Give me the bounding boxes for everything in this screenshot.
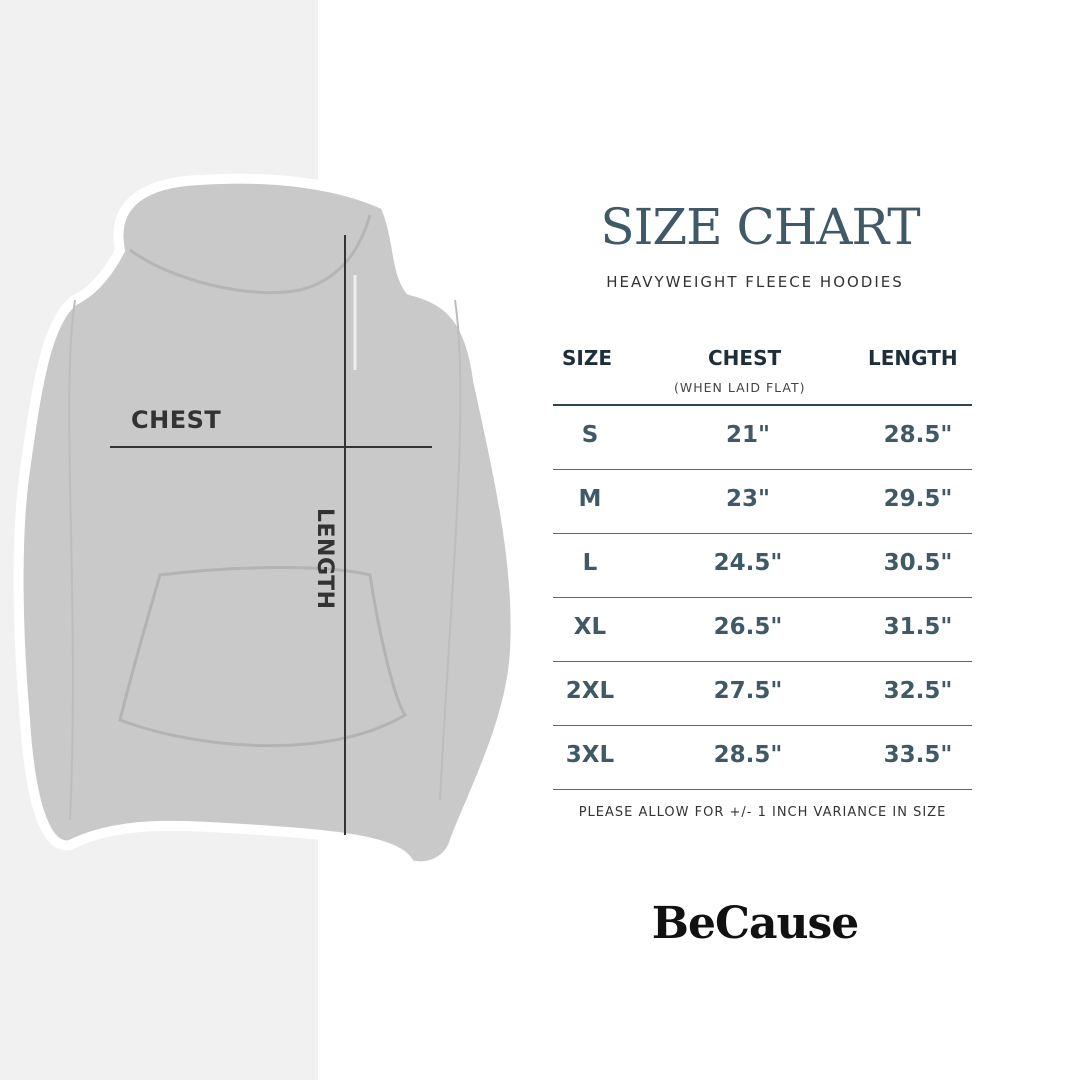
cell-length: 31.5" xyxy=(883,614,953,640)
cell-chest: 27.5" xyxy=(713,678,783,704)
page-subtitle: HEAVYWEIGHT FLEECE HOODIES xyxy=(606,273,904,291)
table-row: 3XL 28.5" 33.5" xyxy=(553,726,972,790)
header-length: LENGTH xyxy=(868,346,958,370)
header-chest-note: (WHEN LAID FLAT) xyxy=(674,380,806,395)
size-table: SIZE CHEST (WHEN LAID FLAT) LENGTH S 21" 2… xyxy=(553,344,972,790)
table-row: XL 26.5" 31.5" xyxy=(553,598,972,662)
cell-length: 29.5" xyxy=(883,486,953,512)
length-label: LENGTH xyxy=(312,508,337,610)
header-chest: CHEST xyxy=(708,346,782,370)
hoodie-silhouette xyxy=(13,173,521,872)
header-size: SIZE xyxy=(562,346,613,370)
cell-length: 28.5" xyxy=(883,422,953,448)
cell-size: 2XL xyxy=(565,678,615,704)
cell-size: XL xyxy=(573,614,607,640)
cell-chest: 28.5" xyxy=(713,742,783,768)
table-row: 2XL 27.5" 32.5" xyxy=(553,662,972,726)
cell-chest: 26.5" xyxy=(713,614,783,640)
brand-logo: BeCause xyxy=(651,898,859,949)
cell-length: 33.5" xyxy=(883,742,953,768)
variance-note: PLEASE ALLOW FOR +/- 1 INCH VARIANCE IN … xyxy=(578,805,947,820)
table-row: S 21" 28.5" xyxy=(553,406,972,470)
table-row: M 23" 29.5" xyxy=(553,470,972,534)
cell-length: 30.5" xyxy=(883,550,953,576)
cell-size: L xyxy=(582,550,598,576)
table-row: L 24.5" 30.5" xyxy=(553,534,972,598)
cell-chest: 23" xyxy=(726,486,770,512)
cell-length: 32.5" xyxy=(883,678,953,704)
hoodie-image xyxy=(13,173,521,872)
cell-size: 3XL xyxy=(565,742,615,768)
cell-chest: 21" xyxy=(726,422,770,448)
cell-size: M xyxy=(578,486,602,512)
cell-size: S xyxy=(581,422,599,448)
chest-label: CHEST xyxy=(131,406,222,434)
cell-chest: 24.5" xyxy=(713,550,783,576)
page-title: SIZE CHART xyxy=(600,198,920,256)
table-header: SIZE CHEST (WHEN LAID FLAT) LENGTH xyxy=(553,344,972,406)
